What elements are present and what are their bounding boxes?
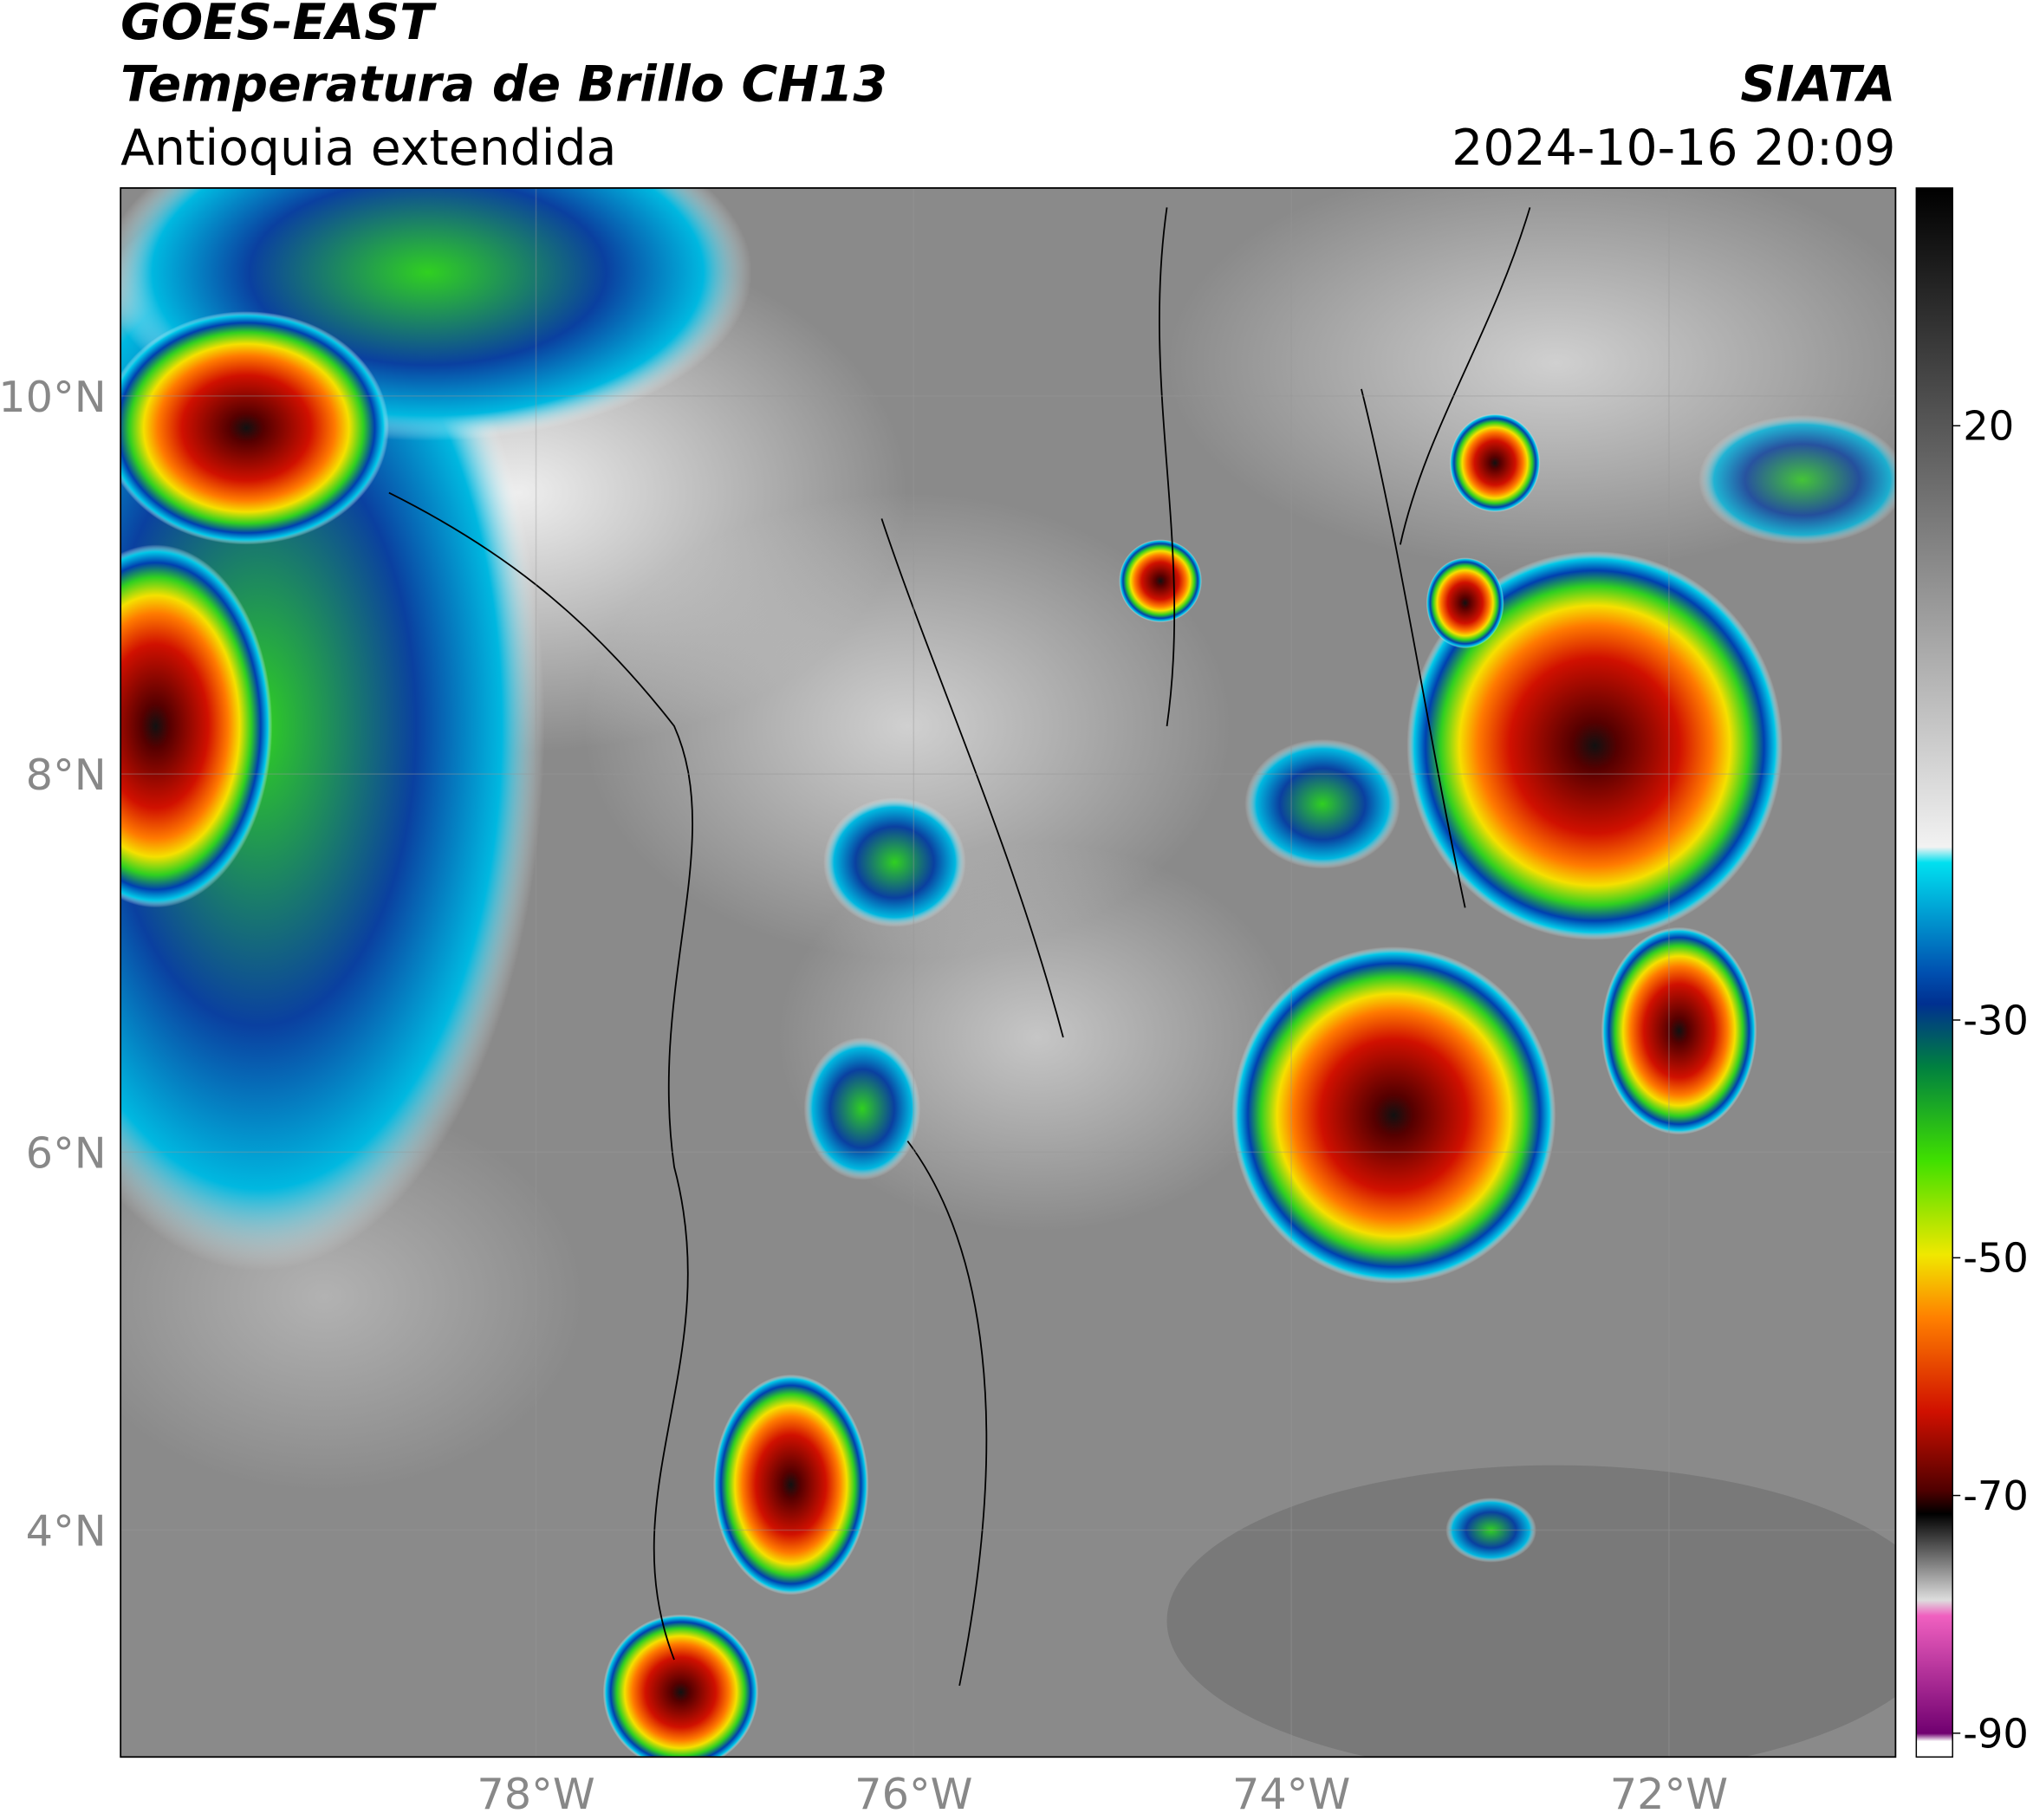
lat-label: 4°N — [26, 1506, 107, 1557]
map-frame — [120, 187, 1897, 1758]
lat-label: 6°N — [26, 1128, 107, 1178]
title: GOES-EAST — [120, 0, 437, 51]
lon-label: 76°W — [854, 1769, 972, 1819]
datetime: 2024-10-16 20:09 — [1452, 120, 1895, 177]
colorbar-label: -30 — [1963, 997, 2029, 1043]
lon-label: 78°W — [477, 1769, 594, 1819]
colorbar-label: -50 — [1963, 1235, 2029, 1282]
lon-label: 72°W — [1610, 1769, 1728, 1819]
colorbar-label: 20 — [1963, 403, 2014, 450]
satellite-image — [120, 187, 1896, 1758]
colorbar-label: -70 — [1963, 1472, 2029, 1519]
lat-label: 8°N — [26, 750, 107, 800]
colorbar — [1915, 187, 1953, 1758]
lon-label: 74°W — [1232, 1769, 1350, 1819]
product: Temperatura de Brillo CH13 — [120, 56, 887, 114]
lat-label: 10°N — [0, 372, 107, 422]
colorbar-label: -90 — [1963, 1710, 2029, 1757]
region: Antioquia extendida — [120, 120, 616, 177]
source: SIATA — [1740, 56, 1895, 114]
